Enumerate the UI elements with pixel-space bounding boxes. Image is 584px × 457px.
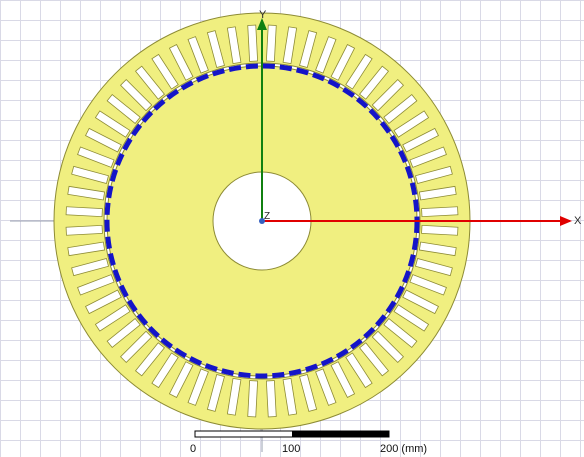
stator-slot <box>187 36 209 74</box>
stator-slot <box>371 79 404 112</box>
stator-slot <box>393 304 430 332</box>
stator-slot <box>71 258 109 277</box>
stator-slot <box>393 110 430 138</box>
stator-slot <box>383 93 418 124</box>
y-axis-label: Y <box>259 9 267 21</box>
stator-slot <box>206 30 225 68</box>
stator-slot <box>106 318 141 349</box>
stator-slot <box>106 93 141 124</box>
stator-slot <box>330 361 356 398</box>
stator-slot <box>77 146 115 168</box>
stator-slot <box>409 274 447 296</box>
stator-slot <box>226 26 242 65</box>
stator-slot <box>415 165 453 184</box>
stator-slot <box>65 206 103 218</box>
stator-slot <box>282 377 298 416</box>
stator-slot <box>299 30 318 68</box>
coordinate-axes: Y X Z <box>257 9 582 227</box>
stator-slot <box>94 304 131 332</box>
stator-slot <box>226 377 242 416</box>
stator-slot <box>168 361 194 398</box>
stator-slots <box>65 24 459 418</box>
scale-bar-filled-segment <box>292 431 389 437</box>
scale-label-100: 100 <box>282 443 300 455</box>
origin-marker <box>259 218 265 224</box>
stator-slot <box>330 44 356 81</box>
stator-slot <box>187 368 209 406</box>
stator-slot <box>345 53 373 90</box>
stator-slot <box>383 318 418 349</box>
stator-slot <box>85 289 122 315</box>
stator-slot <box>77 274 115 296</box>
stator-slot <box>402 289 439 315</box>
stator-slot <box>67 241 106 257</box>
scale-label-0: 0 <box>190 443 196 455</box>
stator-slot <box>120 79 153 112</box>
stator-slot <box>94 110 131 138</box>
stator-slot <box>402 127 439 153</box>
stator-slot <box>151 53 179 90</box>
stator-slot <box>265 24 277 62</box>
scale-bar: 0 100 200 (mm) <box>190 430 427 455</box>
stator-slot <box>418 241 457 257</box>
stator-slot <box>206 374 225 412</box>
stator-slot <box>247 24 259 62</box>
stator-slot <box>359 342 390 377</box>
stator-slot <box>421 224 459 236</box>
stator-slot <box>65 224 103 236</box>
stator-slot <box>247 380 259 418</box>
stator-slot <box>120 330 153 363</box>
stator-slot <box>415 258 453 277</box>
y-axis-arrowhead <box>257 18 267 30</box>
x-axis-arrowhead <box>560 216 572 226</box>
stator-slot <box>418 185 457 201</box>
stator-slot <box>345 352 373 389</box>
stator-slot <box>71 165 109 184</box>
stator-slot <box>315 368 337 406</box>
stator-slot <box>85 127 122 153</box>
stator-slot <box>299 374 318 412</box>
stator-slot <box>421 206 459 218</box>
stator-slot <box>409 146 447 168</box>
stator-slot <box>282 26 298 65</box>
stator-slot <box>265 380 277 418</box>
stator-slot <box>371 330 404 363</box>
stator-slot <box>67 185 106 201</box>
stator-slot <box>134 65 165 100</box>
stator-slot <box>151 352 179 389</box>
stator-slot <box>134 342 165 377</box>
stator-slot <box>168 44 194 81</box>
stator-slot <box>315 36 337 74</box>
z-axis-label: Z <box>264 211 270 222</box>
scale-label-200: 200 (mm) <box>380 443 427 455</box>
stator-slot <box>359 65 390 100</box>
x-axis-label: X <box>574 215 582 227</box>
